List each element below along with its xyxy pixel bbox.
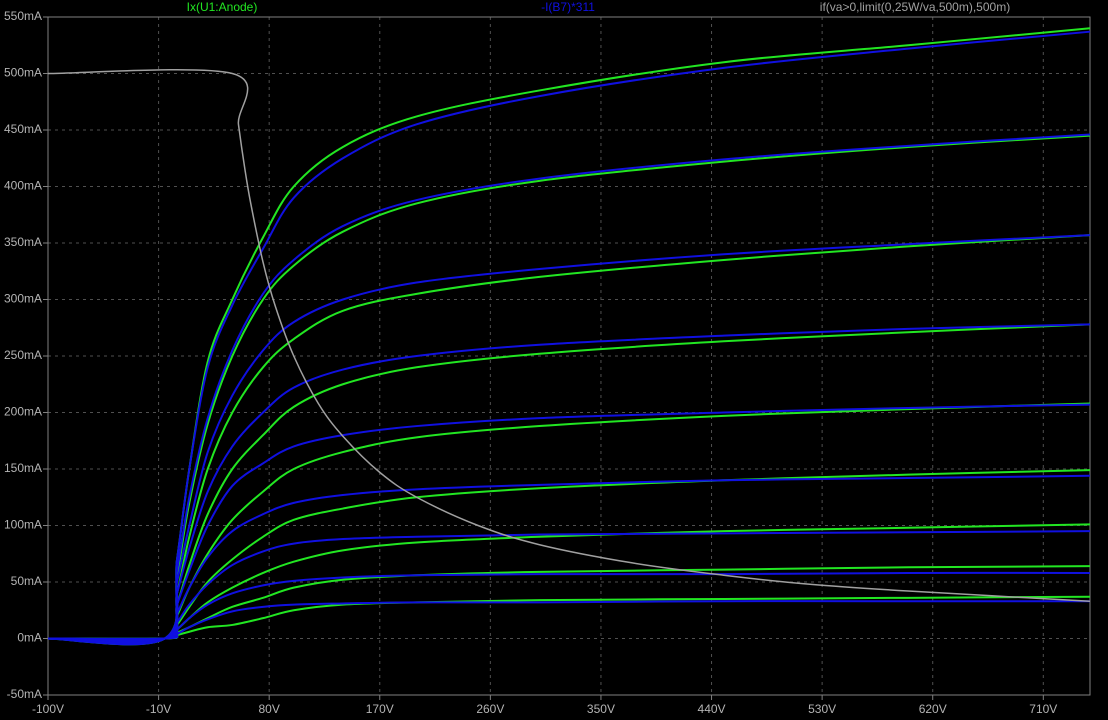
series-line [47,234,1091,644]
series-line [47,68,1091,602]
x-tick-label: -10V [146,702,171,716]
y-tick-label: 300mA [4,292,42,306]
y-tick-label: 500mA [4,66,42,80]
series-line [47,323,1091,643]
y-tick-label: 450mA [4,122,42,136]
x-tick-label: -100V [32,702,64,716]
y-tick-label: 350mA [4,235,42,249]
plot-frame [47,16,1091,696]
y-tick-label: 50mA [11,574,42,588]
y-tick-label: 400mA [4,179,42,193]
series-line [47,530,1091,641]
series-line [47,133,1091,645]
series-line [47,474,1091,642]
legend-entry: Ix(U1:Anode) [187,0,258,14]
legend-entry: if(va>0,limit(0,25W/va,500m),500m) [820,0,1010,14]
y-tick-label: 200mA [4,405,42,419]
series-line [47,595,1091,640]
x-tick-label: 260V [476,702,504,716]
x-tick-label: 350V [587,702,615,716]
series-line [47,600,1090,640]
x-tick-label: 710V [1029,702,1057,716]
series-line [47,571,1091,641]
series-line [47,469,1091,641]
legend-entry: -I(B7)*311 [541,0,595,14]
x-tick-label: 440V [698,702,726,716]
series-line [47,403,1091,642]
series-line [47,30,1091,646]
y-tick-label: 100mA [4,518,42,532]
x-tick-label: 620V [919,702,947,716]
y-tick-label: -50mA [7,687,42,701]
y-tick-label: 550mA [4,9,42,23]
x-tick-label: 80V [258,702,279,716]
y-tick-label: 150mA [4,461,42,475]
y-tick-label: 0mA [17,631,42,645]
x-tick-label: 530V [808,702,836,716]
y-tick-label: 250mA [4,348,42,362]
x-tick-label: 170V [366,702,394,716]
